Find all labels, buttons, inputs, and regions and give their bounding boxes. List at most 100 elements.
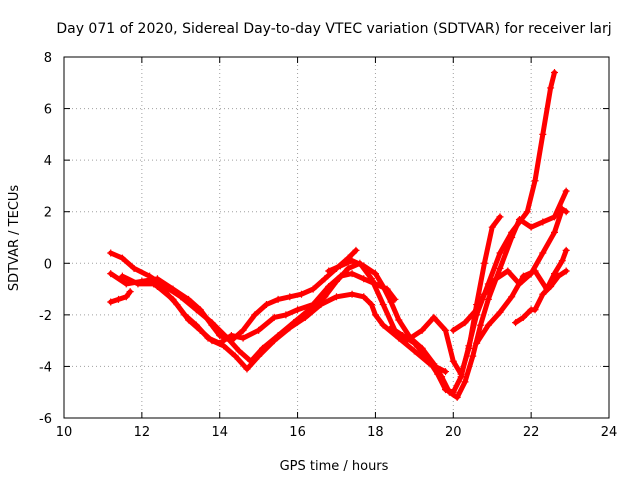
data-point	[527, 223, 535, 231]
series-line	[154, 271, 398, 346]
data-point	[453, 393, 461, 401]
data-point	[508, 293, 516, 301]
data-point	[146, 272, 154, 280]
data-point	[496, 213, 504, 221]
data-point	[150, 280, 158, 288]
series-arc-5	[153, 270, 399, 347]
data-point	[519, 313, 527, 321]
y-tick-label: -2	[39, 309, 52, 324]
data-point	[239, 326, 247, 334]
data-point	[410, 339, 418, 347]
data-point	[325, 282, 333, 290]
x-tick-label: 12	[134, 425, 151, 440]
data-point	[531, 267, 539, 275]
data-point	[379, 301, 387, 309]
data-point	[181, 311, 189, 319]
data-point	[515, 218, 523, 226]
data-point	[496, 308, 504, 316]
data-point	[235, 347, 243, 355]
data-point	[126, 288, 134, 296]
data-point	[539, 249, 547, 257]
data-point	[461, 378, 469, 386]
data-point	[469, 352, 477, 360]
data-point	[519, 272, 527, 280]
data-point	[371, 311, 379, 319]
chart-title: Day 071 of 2020, Sidereal Day-to-day VTE…	[56, 21, 611, 37]
data-point	[344, 264, 352, 272]
data-point	[208, 319, 216, 327]
data-point	[270, 313, 278, 321]
data-point	[309, 285, 317, 293]
data-point	[395, 316, 403, 324]
y-tick-label: 8	[44, 51, 52, 66]
data-point	[336, 262, 344, 270]
data-point	[360, 293, 368, 301]
data-point	[270, 337, 278, 345]
data-point	[231, 352, 239, 360]
data-point	[504, 267, 512, 275]
data-point	[480, 259, 488, 267]
y-tick-label: 2	[44, 206, 52, 221]
y-axis-label: SDTVAR / TECUs	[7, 185, 22, 292]
plot-frame	[63, 56, 610, 419]
data-point	[294, 306, 302, 314]
data-point	[551, 68, 558, 76]
data-point	[325, 267, 333, 275]
data-point	[531, 306, 539, 314]
data-point	[554, 272, 562, 280]
data-point	[352, 246, 360, 254]
data-point	[508, 228, 516, 236]
data-point	[243, 365, 251, 373]
data-point	[368, 301, 376, 309]
data-point	[333, 293, 340, 301]
x-tick-label: 22	[523, 425, 540, 440]
y-tick-label: 4	[44, 154, 52, 169]
data-point	[492, 275, 500, 283]
data-point	[239, 334, 247, 342]
data-point	[477, 321, 485, 329]
series-layer	[107, 68, 570, 401]
data-point	[457, 373, 465, 381]
data-point	[204, 334, 212, 342]
data-point	[449, 357, 457, 365]
data-point	[130, 264, 138, 272]
data-point	[558, 205, 566, 213]
data-point	[379, 282, 387, 290]
data-point	[473, 339, 481, 347]
data-point	[512, 319, 520, 327]
data-point	[484, 295, 492, 303]
data-point	[496, 249, 504, 257]
series-arc-10	[473, 246, 570, 347]
data-point	[107, 298, 115, 306]
data-point	[422, 352, 430, 360]
data-point	[371, 270, 379, 278]
data-point	[371, 280, 379, 288]
data-point	[484, 321, 492, 329]
data-point	[286, 324, 294, 332]
data-point	[216, 339, 224, 347]
data-point	[192, 306, 200, 314]
data-point	[297, 290, 305, 298]
data-point	[496, 264, 504, 272]
data-point	[255, 326, 263, 334]
data-point	[348, 290, 356, 298]
data-point	[134, 280, 142, 288]
series-line	[450, 206, 569, 333]
data-point	[169, 295, 177, 303]
data-point	[562, 246, 570, 254]
data-point	[115, 295, 122, 303]
data-point	[488, 223, 496, 231]
data-point	[391, 295, 399, 303]
x-tick-label: 10	[56, 425, 73, 440]
data-point	[442, 368, 449, 376]
data-point	[107, 270, 115, 278]
data-point	[360, 275, 368, 283]
data-point	[418, 326, 426, 334]
data-point	[122, 280, 130, 288]
data-point	[562, 208, 570, 216]
data-point	[387, 298, 395, 306]
series-line	[474, 247, 569, 346]
data-point	[251, 311, 259, 319]
data-point	[480, 290, 488, 298]
